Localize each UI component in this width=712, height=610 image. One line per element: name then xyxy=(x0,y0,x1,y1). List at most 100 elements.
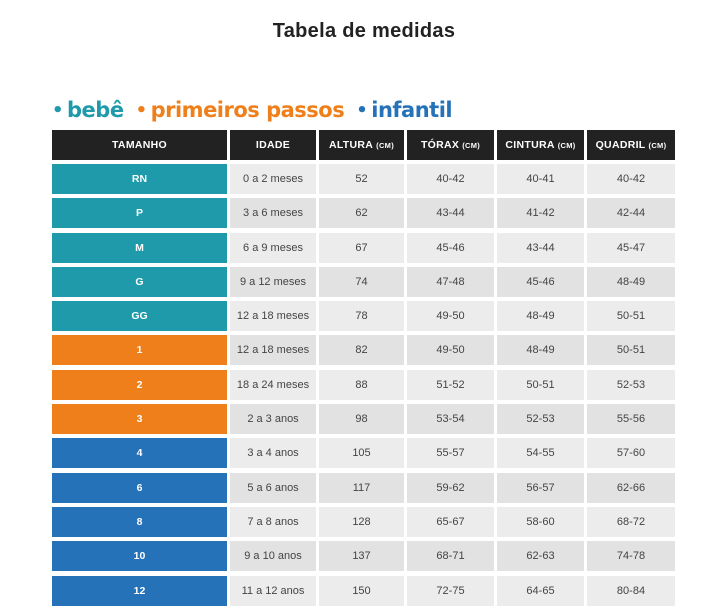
legend-label: primeiros passos xyxy=(150,98,345,122)
cell-quadril: 52-53 xyxy=(587,369,675,400)
page-title: Tabela de medidas xyxy=(272,20,456,42)
table-header-row: TAMANHO IDADE ALTURA (CM) TÓRAX (CM) CINTURA (C… xyxy=(52,130,681,160)
cell-torax: 43-44 xyxy=(407,198,494,229)
header-unit: (CM) xyxy=(557,140,576,150)
cell-altura: 52 xyxy=(319,164,404,194)
cell-torax: 47-48 xyxy=(407,266,494,297)
header-unit: (CM) xyxy=(376,140,395,150)
cell-cintura: 54-55 xyxy=(497,438,584,469)
cell-quadril: 45-47 xyxy=(587,232,675,263)
header-unit: (CM) xyxy=(462,140,481,150)
cell-cintura: 62-63 xyxy=(497,541,584,572)
cell-cintura: 43-44 xyxy=(497,232,584,263)
cell-idade: 6 a 9 meses xyxy=(230,232,316,263)
cell-idade: 12 a 18 meses xyxy=(230,301,316,332)
cell-altura: 150 xyxy=(319,575,404,606)
cell-quadril: 80-84 xyxy=(587,575,675,606)
cell-tamanho: 4 xyxy=(52,438,227,469)
header-altura: ALTURA (CM) xyxy=(319,130,404,160)
bullet-dot-icon: • xyxy=(135,99,148,121)
cell-cintura: 48-49 xyxy=(497,301,584,332)
cell-idade: 3 a 6 meses xyxy=(230,198,316,229)
cell-torax: 49-50 xyxy=(407,335,494,366)
cell-idade: 5 a 6 anos xyxy=(230,472,316,503)
cell-cintura: 45-46 xyxy=(497,266,584,297)
cell-altura: 105 xyxy=(319,438,404,469)
cell-tamanho: 6 xyxy=(52,472,227,503)
table-row: 1 12 a 18 meses 82 49-50 48-49 50-51 xyxy=(52,335,681,366)
cell-tamanho: 10 xyxy=(52,541,227,572)
cell-altura: 88 xyxy=(319,369,404,400)
header-label: TÓRAX xyxy=(420,139,460,151)
cell-tamanho: RN xyxy=(52,164,227,194)
cell-cintura: 52-53 xyxy=(497,404,584,435)
cell-altura: 62 xyxy=(319,198,404,229)
cell-torax: 40-42 xyxy=(407,164,494,194)
cell-tamanho: 2 xyxy=(52,369,227,400)
cell-quadril: 40-42 xyxy=(587,164,675,194)
cell-altura: 137 xyxy=(319,541,404,572)
cell-altura: 82 xyxy=(319,335,404,366)
cell-cintura: 64-65 xyxy=(497,575,584,606)
cell-quadril: 48-49 xyxy=(587,266,675,297)
table-body: RN 0 a 2 meses 52 40-42 40-41 40-42 P 3 a 6 mes… xyxy=(52,164,681,606)
cell-quadril: 42-44 xyxy=(587,198,675,229)
cell-cintura: 58-60 xyxy=(497,506,584,537)
cell-quadril: 50-51 xyxy=(587,335,675,366)
cell-torax: 53-54 xyxy=(407,404,494,435)
cell-cintura: 56-57 xyxy=(497,472,584,503)
legend-item: • infantil xyxy=(356,98,452,122)
cell-tamanho: P xyxy=(52,198,227,229)
cell-cintura: 41-42 xyxy=(497,198,584,229)
table-row: 10 9 a 10 anos 137 68-71 62-63 74-78 xyxy=(52,541,681,572)
cell-quadril: 55-56 xyxy=(587,404,675,435)
cell-torax: 72-75 xyxy=(407,575,494,606)
cell-torax: 51-52 xyxy=(407,369,494,400)
legend-label: infantil xyxy=(371,98,453,122)
cell-tamanho: 8 xyxy=(52,506,227,537)
cell-idade: 7 a 8 anos xyxy=(230,506,316,537)
cell-torax: 55-57 xyxy=(407,438,494,469)
cell-torax: 45-46 xyxy=(407,232,494,263)
table-row: GG 12 a 18 meses 78 49-50 48-49 50-51 xyxy=(52,301,681,332)
cell-torax: 49-50 xyxy=(407,301,494,332)
header-label: TAMANHO xyxy=(112,139,167,151)
header-cintura: CINTURA (CM) xyxy=(497,130,584,160)
cell-idade: 2 a 3 anos xyxy=(230,404,316,435)
legend-label: bebê xyxy=(67,98,124,122)
cell-cintura: 40-41 xyxy=(497,164,584,194)
cell-cintura: 50-51 xyxy=(497,369,584,400)
cell-altura: 128 xyxy=(319,506,404,537)
header-label: IDADE xyxy=(255,139,291,151)
cell-tamanho: M xyxy=(52,232,227,263)
cell-altura: 67 xyxy=(319,232,404,263)
cell-tamanho: G xyxy=(52,266,227,297)
cell-altura: 78 xyxy=(319,301,404,332)
cell-quadril: 50-51 xyxy=(587,301,675,332)
legend-item: • primeiros passos xyxy=(136,98,345,122)
header-quadril: QUADRIL (CM) xyxy=(587,130,675,160)
legend-item: • bebê xyxy=(52,98,124,122)
cell-idade: 9 a 12 meses xyxy=(230,266,316,297)
cell-torax: 65-67 xyxy=(407,506,494,537)
table-row: 2 18 a 24 meses 88 51-52 50-51 52-53 xyxy=(52,369,681,400)
bullet-dot-icon: • xyxy=(52,99,64,121)
header-label: QUADRIL xyxy=(595,139,646,151)
cell-idade: 18 a 24 meses xyxy=(230,369,316,400)
cell-torax: 59-62 xyxy=(407,472,494,503)
cell-quadril: 57-60 xyxy=(587,438,675,469)
cell-quadril: 68-72 xyxy=(587,506,675,537)
cell-idade: 0 a 2 meses xyxy=(230,164,316,194)
cell-quadril: 74-78 xyxy=(587,541,675,572)
cell-idade: 3 a 4 anos xyxy=(230,438,316,469)
header-label: CINTURA xyxy=(505,139,555,151)
header-idade: IDADE xyxy=(230,130,316,160)
table-row: 12 11 a 12 anos 150 72-75 64-65 80-84 xyxy=(52,575,681,606)
table-row: RN 0 a 2 meses 52 40-42 40-41 40-42 xyxy=(52,164,681,194)
bullet-dot-icon: • xyxy=(356,99,368,121)
